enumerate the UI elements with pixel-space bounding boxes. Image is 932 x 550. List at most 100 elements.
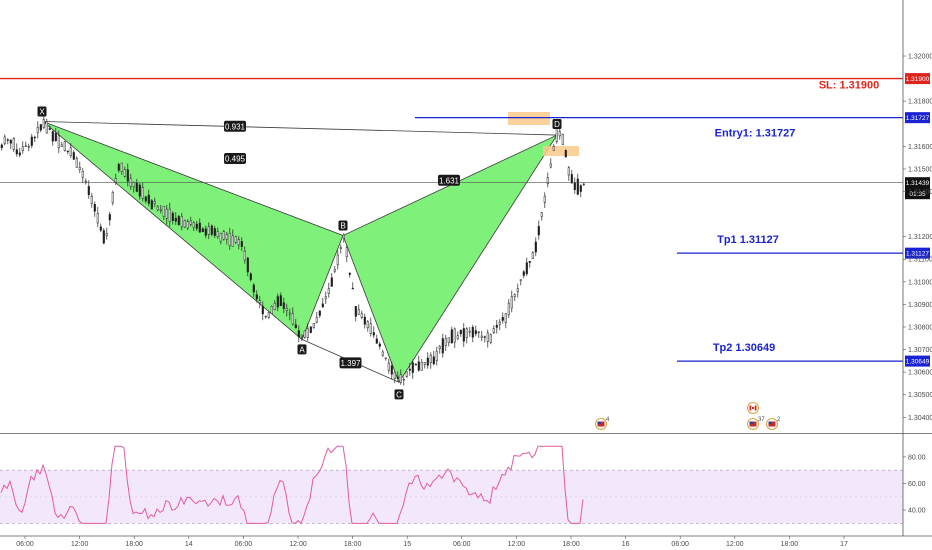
candle-body — [147, 194, 150, 204]
candle-body — [39, 124, 42, 131]
candle-body — [105, 233, 108, 237]
ratio-label: 0.931 — [225, 122, 246, 131]
candle-body — [387, 362, 390, 371]
ratio-label: 1.631 — [439, 176, 460, 185]
candle-body — [303, 330, 306, 338]
candle-body — [531, 252, 534, 259]
candle-body — [342, 234, 345, 239]
candle-body — [333, 269, 336, 272]
candle-body — [435, 351, 438, 361]
candle-body — [420, 361, 423, 371]
tp1-price-badge — [905, 247, 930, 259]
candle-body — [243, 250, 246, 261]
candle-body — [51, 131, 54, 142]
candle-body — [267, 312, 270, 318]
candle-body — [261, 306, 264, 315]
candle-body — [183, 220, 186, 228]
candle-body — [36, 127, 39, 133]
candle-body — [3, 136, 6, 144]
candle-body — [528, 260, 531, 263]
candle-body — [42, 119, 45, 128]
candle-body — [240, 241, 243, 247]
point-A-label: A — [299, 345, 305, 354]
candle-body — [72, 152, 75, 160]
candle-body — [336, 254, 339, 265]
candle-body — [540, 212, 543, 217]
candle-body — [90, 196, 93, 204]
candle-body — [516, 288, 519, 292]
ca-flag-bar-icon — [754, 405, 757, 411]
sl-price-badge-text: 1.31900 — [906, 76, 930, 83]
candle-body — [225, 234, 228, 240]
candle-body — [138, 184, 141, 197]
candle-body — [180, 216, 183, 228]
us-flag-canton-icon — [749, 421, 753, 425]
candle-body — [222, 231, 225, 240]
candle-body — [378, 343, 381, 347]
candle-body — [81, 171, 84, 178]
ratio-label: 1.397 — [340, 359, 361, 368]
candle-body — [372, 332, 375, 336]
candle-body — [96, 212, 99, 224]
candle-body — [237, 239, 240, 246]
price-tick-label: 1.32000 — [908, 54, 932, 61]
time-tick-label: 12:00 — [289, 541, 307, 548]
candle-body — [552, 146, 555, 151]
candle-body — [156, 206, 159, 211]
candle-body — [0, 144, 3, 148]
candle-body — [108, 214, 111, 221]
candle-body — [393, 372, 396, 379]
candle-body — [441, 338, 444, 354]
candle-body — [438, 346, 441, 349]
time-tick-label: 18:00 — [125, 541, 143, 548]
reversal-zone-lower — [543, 146, 579, 156]
price-tick-label: 1.30700 — [908, 347, 932, 354]
candle-body — [471, 327, 474, 338]
candle-body — [330, 277, 333, 287]
candle-body — [498, 321, 501, 325]
current-price-badge — [905, 177, 930, 200]
candle-body — [486, 332, 489, 342]
candle-body — [291, 313, 294, 325]
countdown-text: 01:35 — [909, 191, 926, 198]
current-price-text: 1.31439 — [906, 180, 930, 187]
price-tick-label: 1.31200 — [908, 234, 932, 241]
ca-flag-leaf-icon — [751, 406, 755, 410]
price-tick-label: 1.31100 — [908, 257, 932, 264]
candle-body — [69, 147, 72, 157]
price-tick-label: 1.30900 — [908, 302, 932, 309]
candle-body — [546, 177, 549, 184]
candle-body — [510, 296, 513, 309]
candle-body — [117, 163, 120, 171]
candle-body — [159, 208, 162, 211]
point-D-label-box — [552, 119, 562, 130]
reversal-zone-upper — [508, 112, 550, 125]
candle-body — [525, 262, 528, 275]
candle-body — [429, 354, 432, 364]
candle-body — [84, 180, 87, 183]
candle-body — [495, 324, 498, 328]
candle-body — [120, 162, 123, 172]
candle-body — [75, 157, 78, 168]
candle-body — [408, 368, 411, 371]
candle-body — [483, 336, 486, 338]
candle-body — [204, 228, 207, 236]
candle-body — [579, 185, 582, 192]
candle-body — [18, 152, 21, 156]
ca-flag-bar-icon — [749, 405, 752, 411]
candle-body — [450, 329, 453, 344]
candle-body — [417, 361, 420, 371]
point-C-label-box — [394, 389, 404, 400]
time-tick-label: 18:00 — [781, 541, 799, 548]
rsi-tick-label: 40.00 — [908, 508, 926, 515]
time-tick-label: 18:00 — [562, 541, 580, 548]
candle-body — [168, 208, 171, 222]
candle-body — [489, 334, 492, 343]
candle-body — [219, 233, 222, 242]
candle-body — [354, 306, 357, 317]
candle-body — [468, 330, 471, 333]
candle-body — [234, 236, 237, 243]
candle-body — [216, 231, 219, 237]
ratio-label-box — [438, 174, 460, 186]
candle-body — [501, 317, 504, 321]
